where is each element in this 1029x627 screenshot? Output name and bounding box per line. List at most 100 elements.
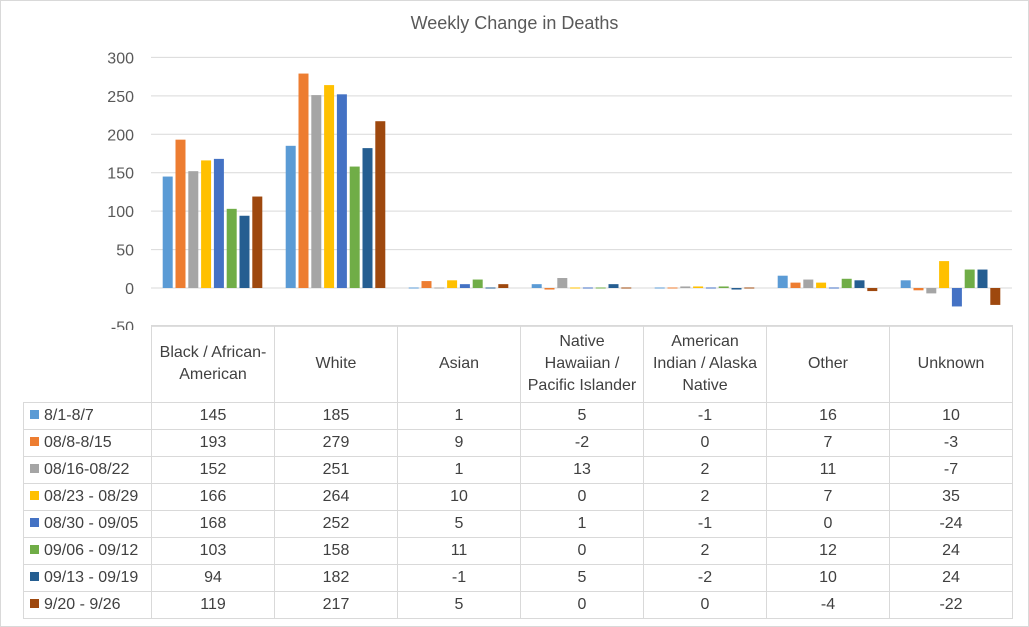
bar [213, 158, 224, 288]
chart-title: Weekly Change in Deaths [410, 13, 619, 33]
table-row: 09/06 - 09/12 103 158 11 0 2 12 24 [23, 537, 1013, 565]
data-cell: -1 [643, 510, 767, 538]
bar [544, 288, 555, 290]
data-cell: 252 [274, 510, 398, 538]
y-tick-label: 300 [107, 50, 134, 67]
legend-key [30, 464, 39, 473]
legend-entry: 08/16-08/22 [23, 456, 152, 484]
bar [252, 196, 263, 288]
data-cell: -7 [889, 456, 1013, 484]
bar [375, 121, 386, 288]
legend-entry: 08/23 - 08/29 [23, 483, 152, 511]
bar [408, 287, 419, 289]
bar [498, 284, 509, 288]
legend-key [30, 518, 39, 527]
data-cell: 0 [520, 591, 644, 619]
bar [828, 287, 839, 289]
table-row: 09/13 - 09/19 94 182 -1 5 -2 10 24 [23, 564, 1013, 592]
data-cell: -4 [766, 591, 890, 619]
data-cell: 1 [397, 402, 521, 430]
bar [608, 284, 619, 288]
data-cell: 94 [151, 564, 275, 592]
bar [777, 275, 788, 288]
data-cell: 264 [274, 483, 398, 511]
legend-entry: 9/20 - 9/26 [23, 591, 152, 619]
category-label: White [274, 325, 398, 403]
data-cell: 193 [151, 429, 275, 457]
y-tick-label: 50 [116, 243, 134, 260]
bar [175, 139, 186, 288]
bar [667, 287, 678, 289]
data-cell: 1 [520, 510, 644, 538]
legend-entry: 09/06 - 09/12 [23, 537, 152, 565]
data-cell: 7 [766, 483, 890, 511]
data-cell: 168 [151, 510, 275, 538]
series-name: 8/1-8/7 [44, 407, 94, 424]
bar [336, 94, 347, 288]
data-cell: -3 [889, 429, 1013, 457]
data-cell: 182 [274, 564, 398, 592]
table-corner [23, 325, 152, 403]
bar [324, 85, 335, 288]
data-table: Black / African-American White Asian Native… [23, 325, 1013, 619]
data-cell: 1 [397, 456, 521, 484]
bar [731, 288, 742, 290]
table-row: 08/8-8/15 193 279 9 -2 0 7 -3 [23, 429, 1013, 457]
bar [311, 95, 322, 289]
bar [298, 73, 309, 288]
data-cell: 217 [274, 591, 398, 619]
legend-entry: 08/8-8/15 [23, 429, 152, 457]
table-row: 08/30 - 09/05 168 252 5 1 -1 0 -24 [23, 510, 1013, 538]
legend-entry: 8/1-8/7 [23, 402, 152, 430]
bar [803, 279, 814, 288]
bar [188, 171, 199, 288]
bar [790, 282, 801, 288]
bar [595, 287, 606, 289]
bar [421, 281, 432, 288]
data-cell: 5 [520, 564, 644, 592]
table-row: 9/20 - 9/26 119 217 5 0 0 -4 -22 [23, 591, 1013, 619]
data-cell: 185 [274, 402, 398, 430]
bar [582, 287, 593, 289]
y-tick-label: 250 [107, 89, 134, 106]
bar [705, 287, 716, 289]
data-cell: 12 [766, 537, 890, 565]
bar [990, 288, 1001, 305]
data-cell: 16 [766, 402, 890, 430]
data-cell: 9 [397, 429, 521, 457]
data-cell: 2 [643, 456, 767, 484]
bar [162, 176, 173, 288]
category-label: Black / African-American [151, 325, 275, 403]
data-cell: 24 [889, 537, 1013, 565]
data-cell: 35 [889, 483, 1013, 511]
data-cell: 13 [520, 456, 644, 484]
data-cell: -1 [643, 402, 767, 430]
data-cell: 103 [151, 537, 275, 565]
bar [570, 287, 581, 289]
data-cell: 145 [151, 402, 275, 430]
bar [913, 288, 924, 291]
data-cell: 158 [274, 537, 398, 565]
legend-entry: 08/30 - 09/05 [23, 510, 152, 538]
data-cell: 0 [520, 483, 644, 511]
data-cell: 5 [520, 402, 644, 430]
category-label: Unknown [889, 325, 1013, 403]
series-name: 09/06 - 09/12 [44, 542, 139, 559]
table-row: 08/16-08/22 152 251 1 13 2 11 -7 [23, 456, 1013, 484]
legend-key [30, 599, 39, 608]
bar [951, 288, 962, 307]
bar [557, 278, 568, 288]
table-row: 8/1-8/7 145 185 1 5 -1 16 10 [23, 402, 1013, 430]
y-tick-label: 200 [107, 127, 134, 144]
bar [867, 288, 878, 292]
data-cell: 279 [274, 429, 398, 457]
bar [447, 280, 458, 288]
series-name: 09/13 - 09/19 [44, 569, 139, 586]
bar [349, 166, 360, 288]
data-cell: 7 [766, 429, 890, 457]
category-label: Other [766, 325, 890, 403]
data-cell: -22 [889, 591, 1013, 619]
y-tick-label: 100 [107, 204, 134, 221]
data-cell: 10 [397, 483, 521, 511]
y-tick-label: -50 [111, 319, 134, 330]
